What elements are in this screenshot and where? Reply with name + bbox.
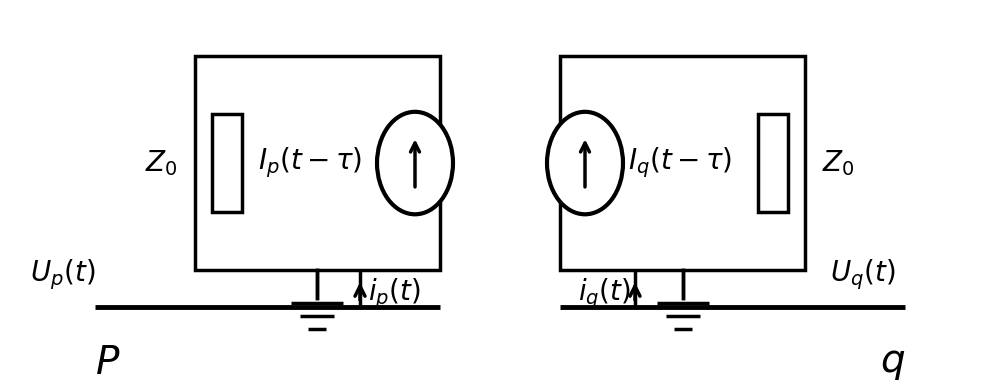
Text: $i_p(t)$: $i_p(t)$ — [368, 276, 421, 311]
Bar — [212, 114, 242, 212]
Text: $P$: $P$ — [95, 345, 120, 382]
Text: $i_q(t)$: $i_q(t)$ — [578, 276, 631, 311]
Text: $U_q(t)$: $U_q(t)$ — [830, 258, 896, 292]
Bar — [560, 56, 805, 270]
Bar — [758, 114, 788, 212]
Ellipse shape — [547, 112, 623, 214]
Text: $U_p(t)$: $U_p(t)$ — [30, 258, 96, 292]
Ellipse shape — [377, 112, 453, 214]
Text: $I_q(t-\tau)$: $I_q(t-\tau)$ — [628, 146, 732, 180]
Text: $q$: $q$ — [880, 345, 905, 382]
Text: $Z_0$: $Z_0$ — [822, 148, 855, 178]
Text: $Z_0$: $Z_0$ — [145, 148, 178, 178]
Bar — [195, 56, 440, 270]
Text: $I_p(t-\tau)$: $I_p(t-\tau)$ — [258, 146, 362, 180]
